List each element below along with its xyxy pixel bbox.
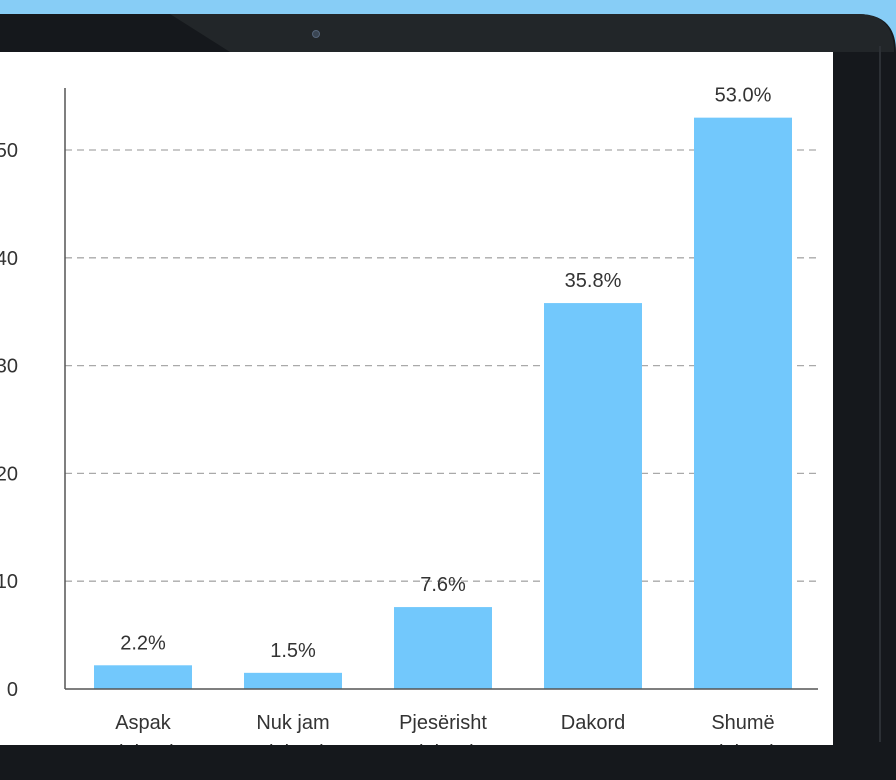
bar xyxy=(244,672,342,689)
y-tick-label: 50 xyxy=(0,140,18,162)
x-tick-label: Dakord xyxy=(561,712,625,734)
bar xyxy=(394,607,492,689)
bar xyxy=(94,665,192,689)
y-tick-label: 20 xyxy=(0,463,18,485)
x-tick-label-line: Pjesërisht xyxy=(399,712,487,734)
y-tick-label: 40 xyxy=(0,248,18,270)
y-tick-label: 30 xyxy=(0,356,18,378)
bar-chart: 0 10 20 30 40 50 2.2% Aspak dakord 1.5% Nuk jam dak… xyxy=(0,85,818,745)
x-tick-label-line: dakord xyxy=(712,742,773,745)
x-tick-label: Shumë dakord xyxy=(711,712,774,745)
bar xyxy=(544,303,642,689)
x-tick-label: Aspak dakord xyxy=(112,712,173,745)
data-label: 35.8% xyxy=(565,270,622,292)
camera-icon xyxy=(312,30,320,38)
x-tick-label: Nuk jam dakord xyxy=(256,712,329,745)
data-label: 1.5% xyxy=(270,640,316,662)
y-tick-label: 10 xyxy=(0,571,18,593)
x-tick-label-line: Nuk jam xyxy=(256,712,329,734)
x-tick-label-line: Shumë xyxy=(711,712,774,734)
x-tick-label: Pjesërisht dakord xyxy=(399,712,487,745)
x-tick-label-line: dakord xyxy=(112,742,173,745)
data-label: 2.2% xyxy=(120,632,166,654)
x-tick-label-line: Aspak xyxy=(115,712,172,734)
tablet-frame-glare xyxy=(170,14,894,52)
x-tick-label-line: dakord xyxy=(412,742,473,745)
data-label: 53.0% xyxy=(715,85,772,107)
x-tick-label-line: Dakord xyxy=(561,712,625,734)
bar xyxy=(694,117,792,689)
x-tick-label-line: dakord xyxy=(262,742,323,745)
y-tick-label: 0 xyxy=(7,679,18,701)
data-label: 7.6% xyxy=(420,574,466,596)
tablet-screen: 0 10 20 30 40 50 2.2% Aspak dakord 1.5% Nuk jam dak… xyxy=(0,52,833,745)
